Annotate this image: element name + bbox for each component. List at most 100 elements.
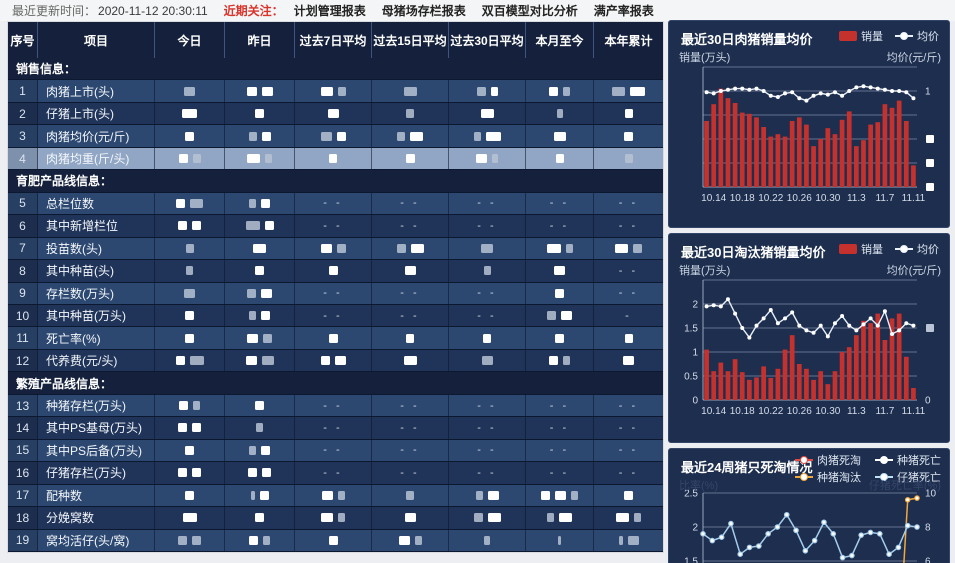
legend-item-1[interactable]: 均价 (895, 241, 939, 257)
redacted-value-block (403, 86, 417, 96)
table-cell (295, 507, 372, 529)
report-link-2[interactable]: 双百模型对比分析 (481, 4, 578, 18)
table-cell (155, 327, 225, 349)
redacted-value-block (186, 266, 193, 276)
avg-price-line (706, 85, 914, 102)
table-row[interactable]: 19 窝均活仔(头/窝) (8, 529, 663, 552)
legend-item-0[interactable]: 销量 (839, 28, 883, 44)
last-updated-time: 2020-11-12 20:30:11 (98, 3, 208, 18)
series-dot (756, 543, 762, 549)
sales-bar (775, 368, 781, 400)
legend-dot-icon (880, 473, 888, 481)
legend-dot-icon (800, 473, 808, 481)
table-cell: - - (372, 394, 449, 417)
table-row[interactable]: 14 其中PS基母(万头) - - - - - - - - - - (8, 417, 663, 440)
redacted-value-block (192, 221, 201, 231)
table-cell: - - (449, 417, 526, 439)
table-cell: - - (295, 304, 372, 327)
avg-price-dot (768, 308, 773, 312)
table-row[interactable]: 5 总栏位数 - - - - - - - - - - (8, 192, 663, 216)
table-cell (526, 327, 594, 349)
table-cell (594, 80, 663, 101)
table-row[interactable]: 3 肉猪均价(元/斤) (8, 125, 663, 148)
table-cell: - - (295, 417, 372, 439)
table-row[interactable]: 4 肉猪均重(斤/头) (8, 147, 663, 171)
redacted-dash: - - (323, 444, 343, 457)
redacted-value-block (627, 535, 639, 545)
sales-bar (818, 139, 824, 187)
redacted-value-block (192, 154, 201, 164)
redacted-dash: - - (618, 264, 639, 277)
column-header: 过去15日平均 (372, 22, 449, 58)
table-row[interactable]: 1 肉猪上市(头) (8, 80, 663, 103)
table-cell (225, 102, 295, 125)
table-cell (295, 327, 372, 349)
avg-price-dot (861, 322, 866, 327)
table-row[interactable]: 8 其中种苗(头) - - (8, 260, 663, 283)
column-header: 过去30日平均 (449, 22, 526, 58)
redacted-dash: - - (618, 444, 639, 457)
chart-card-pig-sales: 最近30日肉猪销量均价 销量 均价 销量(万头) 均价(元/斤) 10.14 10.… (668, 20, 950, 228)
legend-item-2[interactable]: 种猪淘汰 (795, 469, 861, 485)
redacted-value-block (253, 243, 266, 253)
redacted-value-block (624, 154, 633, 164)
table-cell (225, 507, 295, 529)
redacted-value-block (321, 513, 333, 523)
redacted-dash: - - (477, 197, 497, 210)
row-item-label: 总栏位数 (38, 192, 155, 215)
redacted-dash: - - (477, 466, 497, 479)
table-row[interactable]: 6 其中新增栏位 - - - - - - - - - - (8, 215, 663, 238)
redacted-dash: - - (549, 421, 570, 434)
redacted-value-block (555, 490, 566, 500)
avg-price-dot (704, 304, 709, 309)
table-cell (449, 260, 526, 282)
legend-item-0[interactable]: 肉猪死淘 (795, 452, 861, 468)
sales-bar (861, 140, 866, 187)
report-link-3[interactable]: 满产率报表 (593, 4, 654, 18)
redacted-dash: - - (323, 466, 343, 479)
table-row[interactable]: 15 其中PS后备(万头) - - - - - - - - - - (8, 439, 663, 463)
legend-item-1[interactable]: 种猪死亡 (875, 452, 941, 468)
table-cell: - - (295, 282, 372, 304)
row-item-label: 种猪存栏(万头) (38, 394, 155, 417)
redacted-axis-tick-block (926, 183, 934, 191)
table-row[interactable]: 2 仔猪上市(头) (8, 102, 663, 126)
legend-item-3[interactable]: 仔猪死亡 (875, 469, 941, 485)
chart-legend: 销量 均价 (839, 241, 939, 257)
table-row[interactable]: 11 死亡率(%) (8, 327, 663, 350)
report-link-0[interactable]: 计划管理报表 (293, 4, 366, 18)
avg-price-line (706, 298, 914, 339)
legend-item-0[interactable]: 销量 (839, 241, 883, 257)
table-cell: - - (449, 282, 526, 304)
right-axis-label: 仔猪死亡率(%) (868, 480, 941, 492)
redacted-axis-tick-block (926, 159, 934, 167)
redacted-value-block (554, 266, 565, 276)
row-number: 9 (8, 282, 38, 304)
table-cell (594, 350, 663, 371)
table-row[interactable]: 17 配种数 (8, 484, 663, 508)
x-axis-tick: 10.18 (730, 406, 755, 417)
table-cell (449, 327, 526, 349)
table-row[interactable]: 10 其中种苗(万头) - - - - - - - (8, 304, 663, 328)
redacted-value-block (193, 401, 200, 411)
redacted-value-block (565, 243, 573, 253)
right-axis-tick: 8 (925, 523, 931, 534)
row-item-label: 代养费(元/头) (38, 349, 155, 372)
table-row[interactable]: 12 代养费(元/头) (8, 349, 663, 373)
redacted-value-block (555, 154, 564, 164)
redacted-value-block (406, 109, 414, 119)
table-row[interactable]: 7 投苗数(头) (8, 237, 663, 261)
table-row[interactable]: 13 种猪存栏(万头) - - - - - - - - - - (8, 394, 663, 418)
report-link-1[interactable]: 母猪场存栏报表 (381, 4, 466, 18)
x-axis-tick: 10.14 (701, 193, 726, 204)
sales-bar (747, 379, 752, 400)
legend-item-1[interactable]: 均价 (895, 28, 939, 44)
sales-bar (896, 100, 902, 187)
sales-bar (804, 124, 809, 187)
redacted-dash: - - (400, 197, 420, 210)
table-row[interactable]: 18 分娩窝数 (8, 507, 663, 530)
table-row[interactable]: 16 仔猪存栏(万头) - - - - - - - - - - (8, 462, 663, 485)
redacted-value-block (178, 423, 187, 433)
redacted-value-block (476, 154, 487, 164)
table-row[interactable]: 9 存栏数(万头) - - - - - - - - (8, 282, 663, 305)
